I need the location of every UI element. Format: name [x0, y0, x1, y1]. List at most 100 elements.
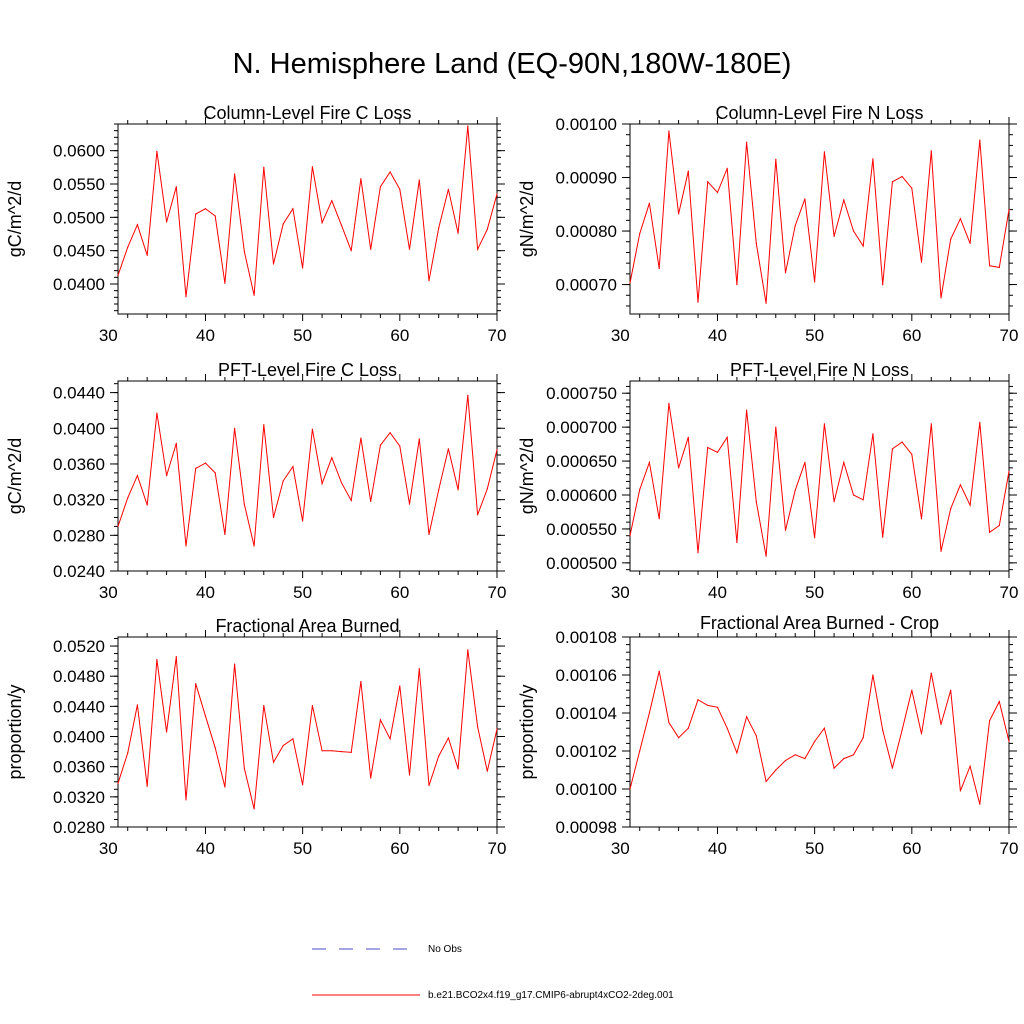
data-point — [234, 173, 236, 175]
data-point — [477, 514, 479, 516]
data-point — [687, 436, 689, 438]
data-point — [940, 550, 942, 552]
data-point — [389, 432, 391, 434]
data-point — [736, 752, 738, 754]
data-point — [950, 689, 952, 691]
data-point — [204, 715, 207, 717]
data-point — [253, 294, 255, 296]
data-point — [707, 181, 709, 183]
data-point — [447, 737, 449, 739]
chart-title: PFT-Level Fire N Loss — [730, 360, 909, 380]
data-point — [496, 193, 498, 195]
data-point — [697, 699, 699, 701]
data-point — [496, 728, 498, 730]
data-point — [823, 151, 826, 153]
series-line — [629, 403, 1010, 557]
data-point — [234, 663, 236, 665]
data-point — [648, 202, 651, 204]
data-point — [678, 213, 680, 215]
x-tick-label: 70 — [1000, 326, 1019, 345]
chart-panel-6: Fractional Area Burned - Crop proportion/… — [517, 613, 1018, 858]
data-point — [234, 427, 236, 429]
data-point — [331, 200, 333, 202]
y-tick-label: 0.000600 — [546, 486, 617, 505]
y-tick-label: 0.00090 — [556, 169, 617, 188]
data-point — [959, 790, 962, 792]
data-point — [765, 302, 767, 304]
data-point — [438, 227, 440, 229]
data-point — [340, 751, 343, 753]
data-point — [360, 437, 362, 439]
y-tick-label: 0.0320 — [53, 788, 105, 807]
data-point — [969, 242, 971, 244]
data-point — [658, 267, 660, 270]
data-point — [979, 421, 981, 423]
data-point — [370, 248, 372, 250]
data-point — [755, 735, 757, 737]
x-tick-label: 70 — [488, 326, 507, 345]
data-point — [360, 680, 362, 683]
data-point — [901, 175, 903, 178]
data-point — [467, 125, 469, 127]
x-tick-label: 40 — [708, 583, 727, 602]
y-axis-label: gC/m^2/d — [5, 181, 25, 257]
data-point — [282, 745, 284, 747]
data-point — [833, 767, 835, 769]
y-axis-label: gN/m^2/d — [517, 181, 537, 257]
plot-frame — [117, 636, 498, 828]
data-point — [794, 489, 796, 491]
data-point — [629, 535, 631, 537]
data-point — [166, 475, 168, 477]
data-point — [399, 188, 401, 190]
data-point — [477, 726, 479, 728]
data-point — [185, 545, 187, 547]
y-tick-label: 0.0320 — [53, 491, 105, 510]
data-point — [302, 267, 304, 269]
data-point — [668, 130, 670, 132]
data-point — [195, 683, 197, 685]
data-point — [302, 520, 304, 522]
data-point — [814, 281, 816, 283]
chart-title: PFT-Level Fire C Loss — [218, 360, 397, 380]
data-point — [891, 767, 894, 769]
data-point — [833, 235, 835, 237]
x-tick-label: 50 — [293, 326, 312, 345]
y-tick-label: 0.000500 — [546, 554, 617, 573]
data-point — [195, 467, 197, 469]
data-point — [146, 254, 148, 256]
data-point — [370, 500, 372, 502]
data-point — [127, 246, 129, 248]
x-tick-label: 60 — [390, 583, 409, 602]
data-point — [920, 733, 923, 735]
y-tick-label: 0.0280 — [53, 818, 105, 837]
plot-frame — [117, 123, 498, 315]
y-tick-label: 0.00100 — [556, 780, 617, 799]
data-point — [755, 242, 757, 244]
data-point — [998, 266, 1000, 268]
data-point — [467, 649, 469, 651]
y-tick-label: 0.0400 — [53, 728, 105, 747]
data-point — [707, 446, 709, 449]
data-point — [911, 453, 913, 455]
data-point — [901, 729, 903, 731]
data-point — [340, 482, 343, 484]
data-point — [852, 494, 855, 496]
data-point — [486, 770, 488, 772]
data-point — [862, 245, 864, 247]
y-tick-label: 0.0520 — [53, 637, 105, 656]
y-tick-label: 0.0240 — [53, 562, 105, 581]
data-point — [920, 261, 923, 263]
y-tick-label: 0.0360 — [53, 758, 105, 777]
y-tick-label: 0.000650 — [546, 452, 617, 471]
data-point — [668, 721, 670, 724]
x-tick-label: 30 — [611, 326, 630, 345]
data-point — [282, 223, 284, 225]
data-point — [1008, 740, 1010, 743]
data-point — [746, 141, 748, 143]
data-point — [166, 221, 168, 223]
data-point — [263, 705, 265, 707]
data-point — [389, 171, 391, 173]
data-point — [1008, 209, 1010, 211]
data-point — [214, 472, 216, 474]
chart-panel-4: PFT-Level Fire N Loss gN/m^2/d 30 40 50 60 70 0… — [517, 360, 1018, 602]
